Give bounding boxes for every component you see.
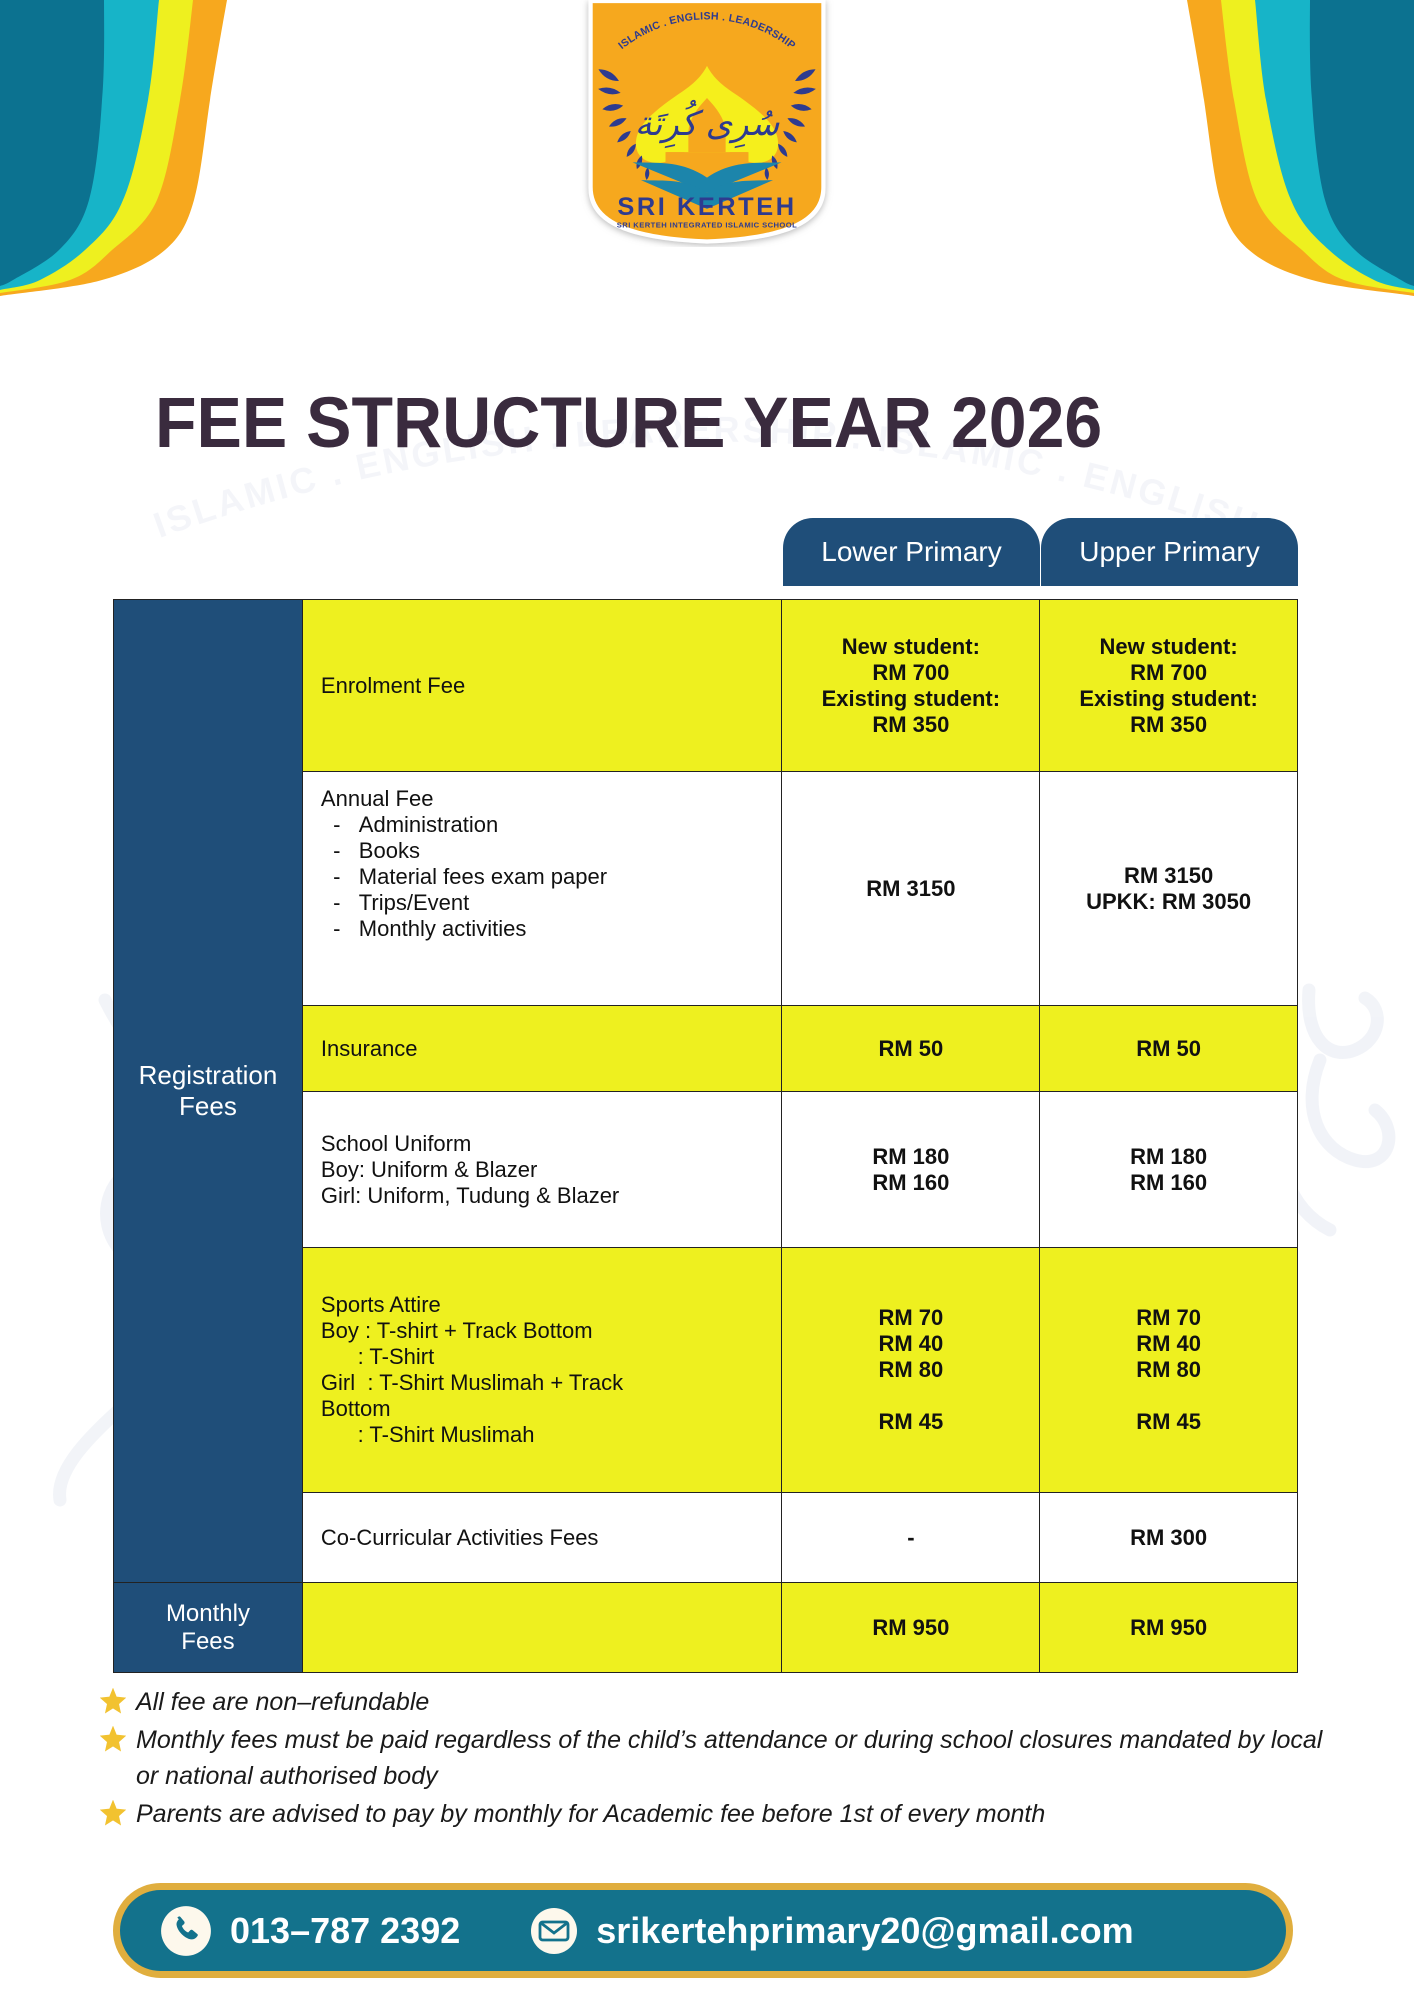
- svg-text:سُرِى كُرِتَة: سُرِى كُرِتَة: [635, 99, 780, 148]
- svg-text:SRI KERTEH: SRI KERTEH: [617, 193, 796, 221]
- svg-text:SRI KERTEH INTEGRATED ISLAMIC: SRI KERTEH INTEGRATED ISLAMIC SCHOOL: [617, 221, 797, 230]
